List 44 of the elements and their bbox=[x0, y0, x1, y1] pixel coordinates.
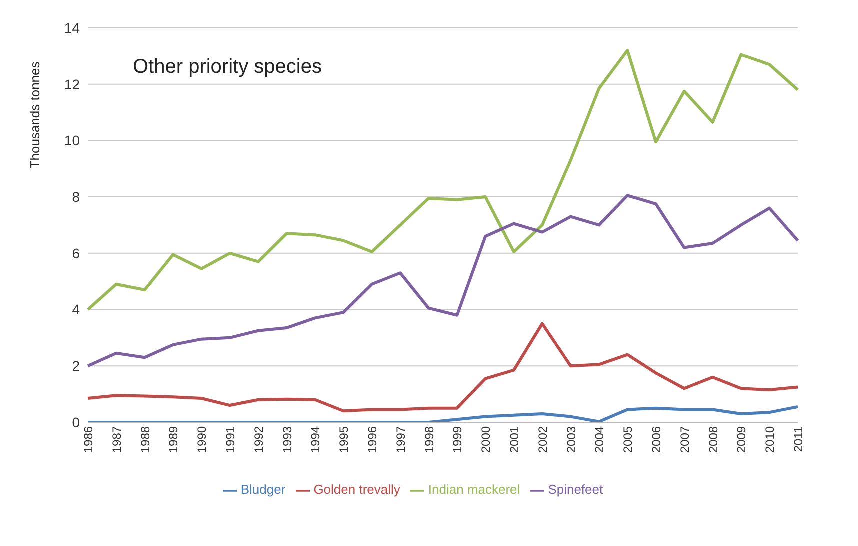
y-tick-label: 12 bbox=[64, 76, 80, 92]
x-tick-label: 2006 bbox=[650, 426, 664, 454]
y-axis-title: Thousands tonnes bbox=[28, 61, 43, 169]
y-tick-label: 8 bbox=[72, 189, 80, 206]
x-tick-label: 1999 bbox=[450, 426, 465, 454]
line-series bbox=[86, 49, 800, 312]
x-tick-label: 1988 bbox=[138, 426, 152, 454]
line-series bbox=[86, 322, 800, 413]
x-tick-label: 2002 bbox=[536, 426, 550, 454]
x-tick-label: 1989 bbox=[166, 426, 181, 454]
x-tick-label: 1994 bbox=[308, 426, 323, 454]
x-tick-label: 2000 bbox=[479, 426, 494, 454]
x-tick-label: 2007 bbox=[678, 426, 692, 454]
legend-label: Spinefeet bbox=[548, 482, 604, 498]
x-tick-label: 1990 bbox=[195, 426, 210, 454]
x-tick-label: 1992 bbox=[252, 426, 266, 454]
x-tick-label: 2010 bbox=[763, 426, 778, 454]
legend-label: Golden trevally bbox=[314, 482, 400, 498]
y-tick-label: 2 bbox=[72, 358, 80, 374]
legend-label: Bludger bbox=[240, 482, 286, 498]
x-tick-label: 1997 bbox=[394, 426, 408, 454]
x-tick-label: 2009 bbox=[734, 426, 749, 454]
y-tick-label: 14 bbox=[64, 20, 80, 36]
x-tick-label: 2011 bbox=[792, 426, 806, 452]
y-tick-label: 6 bbox=[72, 245, 80, 262]
x-tick-label: 2005 bbox=[621, 426, 636, 454]
line-series bbox=[86, 194, 800, 368]
x-tick-label: 1993 bbox=[280, 426, 294, 454]
legend-label: Indian mackerel bbox=[428, 482, 520, 498]
y-tick-label: 4 bbox=[72, 302, 80, 318]
line-series bbox=[86, 405, 800, 422]
x-tick-label: 2001 bbox=[508, 426, 522, 454]
x-tick-label: 1995 bbox=[337, 426, 352, 454]
y-tick-label: 10 bbox=[64, 132, 80, 149]
x-tick-label: 1991 bbox=[224, 426, 238, 454]
x-tick-label: 1996 bbox=[366, 426, 380, 454]
y-tick-label: 0 bbox=[72, 414, 80, 430]
x-tick-label: 2008 bbox=[706, 426, 720, 454]
x-tick-label: 1986 bbox=[82, 426, 96, 454]
x-tick-label: 1998 bbox=[422, 426, 436, 454]
x-tick-label: 2003 bbox=[564, 426, 578, 454]
x-tick-label: 2004 bbox=[592, 426, 607, 454]
text: Other priority species bbox=[133, 56, 322, 78]
x-tick-label: 1987 bbox=[110, 426, 124, 454]
